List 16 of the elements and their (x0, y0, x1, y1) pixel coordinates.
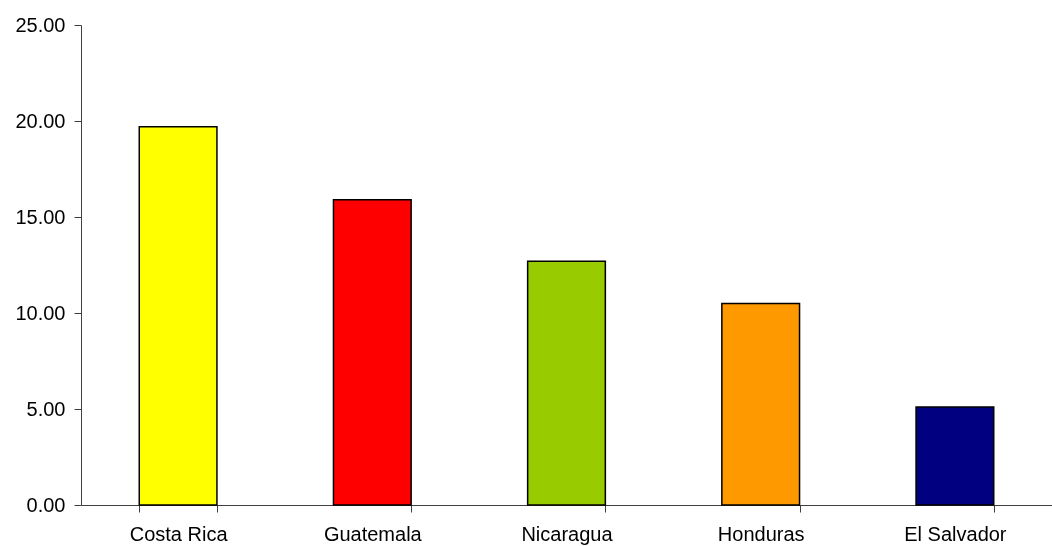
bar (721, 302, 801, 506)
x-tick-label: Honduras (717, 522, 805, 545)
bar (915, 406, 995, 506)
y-tick-label: 5.00 (26, 397, 66, 420)
y-tick-label: 20.00 (15, 109, 66, 132)
bar (138, 126, 218, 506)
bar (332, 198, 412, 506)
bar (526, 260, 607, 506)
y-tick-label: 15.00 (15, 205, 66, 228)
y-tick-label: 0.00 (26, 493, 66, 516)
x-tick-label: Guatemala (323, 522, 423, 545)
y-tick-label: 25.00 (15, 13, 66, 36)
y-tick-label: 10.00 (15, 301, 66, 324)
x-tick-label: Nicaragua (521, 522, 614, 545)
x-tick-label: Costa Rica (129, 522, 229, 545)
x-tick-label: El Salvador (904, 522, 1007, 545)
